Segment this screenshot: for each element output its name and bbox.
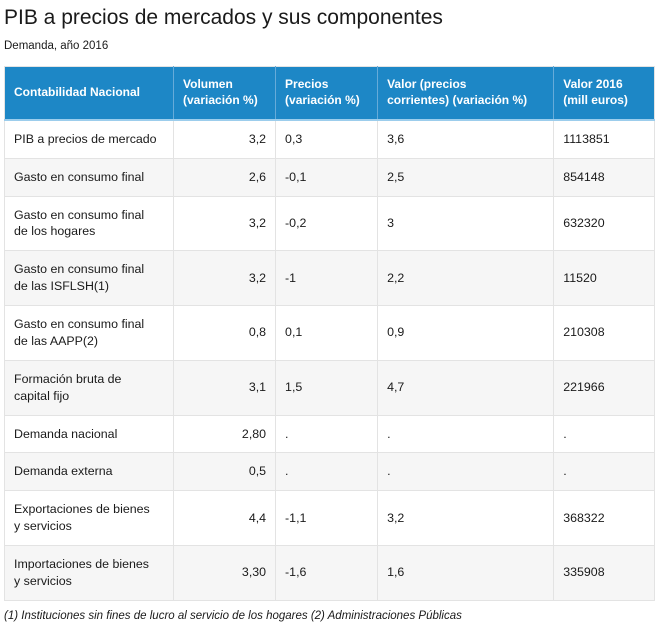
cell: 854148: [553, 157, 655, 197]
cell: 1,5: [275, 359, 378, 415]
column-header: Contabilidad Nacional: [4, 66, 174, 121]
cell: 3: [377, 195, 554, 251]
page-subtitle: Demanda, año 2016: [4, 40, 109, 53]
cell: .: [553, 452, 655, 491]
cell: 3,6: [377, 119, 554, 159]
row-label: Importaciones de bienes y servicios: [4, 544, 174, 601]
cell: 2,2: [377, 250, 554, 306]
cell: 1,6: [377, 544, 554, 601]
row-label: Gasto en consumo final de las ISFLSH(1): [4, 250, 174, 306]
national-accounts-table: Contabilidad Nacional Volumen (variación …: [4, 66, 655, 601]
table-row: Demanda nacional 2,80...: [4, 414, 655, 453]
cell: 335908: [553, 544, 655, 601]
cell: 3,2: [172, 195, 276, 251]
table-row: Demanda externa 0,5...: [4, 452, 655, 491]
cell: 3,1: [172, 359, 276, 415]
cell: 0,1: [275, 305, 378, 361]
cell: 0,5: [172, 452, 276, 491]
row-label: PIB a precios de mercado: [4, 119, 174, 159]
cell: 2,80: [172, 414, 276, 453]
cell: .: [275, 452, 378, 491]
row-label: Exportaciones de bienes y servicios: [4, 490, 174, 546]
table-row: Importaciones de bienes y servicios 3,30-…: [4, 544, 655, 601]
cell: 4,4: [172, 490, 276, 546]
cell: -0,2: [275, 195, 378, 251]
cell: -1,6: [275, 544, 378, 601]
cell: 11520: [553, 250, 655, 306]
column-header: Volumen (variación %): [172, 66, 276, 121]
cell: 632320: [553, 195, 655, 251]
cell: 3,30: [172, 544, 276, 601]
cell: 3,2: [172, 250, 276, 306]
row-label: Gasto en consumo final de las AAPP(2): [4, 305, 174, 361]
table-row: Gasto en consumo final de las AAPP(2) 0,8…: [4, 305, 655, 361]
column-header: Valor 2016 (mill euros): [553, 66, 655, 121]
cell: -0,1: [275, 157, 378, 197]
cell: 4,7: [377, 359, 554, 415]
cell: 221966: [553, 359, 655, 415]
row-label: Demanda nacional: [4, 414, 174, 453]
table-row: PIB a precios de mercado 3,2 0,3 3,6 1113851: [4, 119, 655, 159]
column-header: Precios (variación %): [275, 66, 378, 121]
cell: 210308: [553, 305, 655, 361]
cell: 2,6: [172, 157, 276, 197]
table-row: Gasto en consumo final 2,6 -0,1 2,5 854148: [4, 157, 655, 197]
cell: 0,3: [275, 119, 378, 159]
cell: .: [377, 414, 554, 453]
cell: 3,2: [377, 490, 554, 546]
cell: -1,1: [275, 490, 378, 546]
column-header: Valor (precios corrientes) (variación %): [377, 66, 554, 121]
page-title: PIB a precios de mercados y sus componen…: [4, 6, 443, 29]
row-label: Formación bruta de capital fijo: [4, 359, 174, 415]
cell: 0,8: [172, 305, 276, 361]
cell: 1113851: [553, 119, 655, 159]
row-label: Demanda externa: [4, 452, 174, 491]
table-body: PIB a precios de mercado 3,2 0,3 3,6 1113851…: [4, 119, 655, 601]
cell: .: [275, 414, 378, 453]
cell: .: [377, 452, 554, 491]
cell: .: [553, 414, 655, 453]
table-row: Gasto en consumo final de los hogares 3,2…: [4, 195, 655, 251]
cell: 368322: [553, 490, 655, 546]
table-header-row: Contabilidad Nacional Volumen (variación …: [4, 66, 655, 121]
cell: -1: [275, 250, 378, 306]
row-label: Gasto en consumo final: [4, 157, 174, 197]
cell: 0,9: [377, 305, 554, 361]
cell: 2,5: [377, 157, 554, 197]
table-footnote: (1) Instituciones sin fines de lucro al …: [4, 609, 462, 622]
cell: 3,2: [172, 119, 276, 159]
row-label: Gasto en consumo final de los hogares: [4, 195, 174, 251]
table-row: Gasto en consumo final de las ISFLSH(1) 3…: [4, 250, 655, 306]
table-row: Formación bruta de capital fijo 3,1 1,5 4,7…: [4, 359, 655, 415]
table-row: Exportaciones de bienes y servicios 4,4 -1…: [4, 490, 655, 546]
